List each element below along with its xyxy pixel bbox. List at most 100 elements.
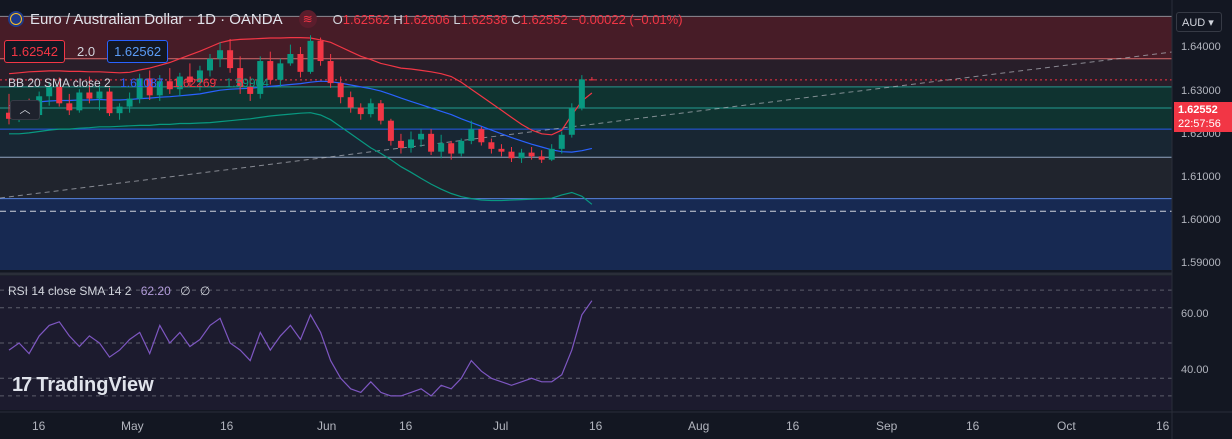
lower-neutral-zone <box>0 129 1172 158</box>
bb-legend[interactable]: BB 20 SMA close 2 1.61087 1.62269 1.5990… <box>8 76 269 90</box>
candle <box>46 82 53 106</box>
candle-body <box>86 92 93 99</box>
sell-button[interactable]: 1.62542 <box>4 40 65 63</box>
candle <box>227 38 234 73</box>
candle-body <box>307 40 314 72</box>
date-tick: 16 <box>220 419 234 433</box>
candle <box>498 144 505 157</box>
candle <box>588 77 595 81</box>
candle-body <box>498 148 505 152</box>
price-tick: 1.59000 <box>1181 257 1221 269</box>
chart-header: Euro / Australian Dollar · 1D · OANDA ≋ … <box>0 0 1172 44</box>
date-tick: 16 <box>966 419 980 433</box>
candle <box>357 103 364 120</box>
price-tick: 1.61000 <box>1181 171 1221 183</box>
candle <box>287 44 294 66</box>
candle <box>317 37 324 66</box>
ohlc-high-key: H <box>393 11 403 27</box>
upper-neutral-zone <box>0 58 1172 87</box>
indicator-menu-icon[interactable]: ≋ <box>298 10 317 28</box>
rsi-line <box>8 300 593 397</box>
candle <box>387 118 394 146</box>
candle-body <box>397 140 404 148</box>
zone-layer <box>0 16 1172 410</box>
candle-body <box>166 81 173 90</box>
candle-body <box>418 133 425 140</box>
candle-body <box>46 86 53 97</box>
rsi-label: RSI 14 close SMA 14 2 <box>8 284 132 298</box>
candle <box>518 148 525 163</box>
date-tick: Sep <box>876 419 898 433</box>
candle-body <box>508 151 515 159</box>
candle <box>367 98 374 118</box>
candle <box>558 131 565 154</box>
bar-countdown: 22:57:56 <box>1178 118 1221 130</box>
candle <box>458 138 465 157</box>
candle <box>508 146 515 162</box>
candle-body <box>588 79 595 81</box>
candle-body <box>337 83 344 98</box>
candle-body <box>558 134 565 149</box>
currency-selector[interactable]: AUD ▾ <box>1176 12 1222 32</box>
candle-body <box>408 139 414 148</box>
last-price: 1.62552 <box>1178 104 1218 116</box>
candle-body <box>66 103 73 111</box>
symbol-flag-icon <box>8 11 24 27</box>
candle <box>166 68 173 94</box>
symbol-title[interactable]: Euro / Australian Dollar · 1D · OANDA <box>30 10 283 28</box>
candle <box>56 77 63 107</box>
candle-body <box>438 143 445 152</box>
date-tick: Jun <box>317 419 337 433</box>
candle-body <box>257 61 264 94</box>
bb-lower-line <box>9 112 593 205</box>
ohlc-change: −0.00022 (−0.01%) <box>571 11 683 27</box>
tradingview-logo[interactable]: 17 TradingView <box>12 374 154 397</box>
last-price-tag: 1.62552 22:57:56 <box>1174 102 1232 132</box>
candle <box>538 150 545 163</box>
trade-panel: 1.62542 2.0 1.62562 <box>4 40 169 63</box>
candle <box>408 131 414 153</box>
buy-button[interactable]: 1.62562 <box>107 40 169 63</box>
currency-label: AUD <box>1182 17 1206 29</box>
candle <box>307 35 314 74</box>
candle-body <box>126 98 133 107</box>
candle <box>146 70 153 101</box>
legend-row: Euro / Australian Dollar · 1D · OANDA ≋ … <box>8 10 683 28</box>
candle <box>528 146 535 160</box>
candle-body <box>387 120 394 141</box>
logo-text: TradingView <box>36 374 154 396</box>
candle-body <box>528 152 535 157</box>
candle-body <box>156 81 163 96</box>
collapse-legend-button[interactable]: ︿ <box>10 100 40 120</box>
candle <box>6 93 12 125</box>
candle-body <box>267 61 274 80</box>
price-tick: 1.60000 <box>1181 214 1221 226</box>
candle-body <box>56 86 63 104</box>
candle-body <box>548 148 555 160</box>
rsi-value: 62.20 <box>140 284 171 298</box>
candle-body <box>116 106 123 114</box>
candle-body <box>207 58 213 71</box>
candle <box>96 84 103 111</box>
tradingview-logo-icon: 17 <box>12 374 32 396</box>
candle-body <box>347 97 354 108</box>
candle <box>277 58 284 87</box>
candle-body <box>247 86 254 94</box>
candle <box>347 91 354 113</box>
bb-basis-line <box>8 80 593 153</box>
candle-body <box>146 78 153 96</box>
candle <box>176 72 183 97</box>
date-tick: May <box>121 419 144 433</box>
date-tick: Oct <box>1057 419 1076 433</box>
candle-body <box>186 76 193 83</box>
rsi-legend[interactable]: RSI 14 close SMA 14 2 62.20 ∅ ∅ <box>8 284 210 298</box>
price-tick: 1.64000 <box>1181 41 1221 53</box>
candle-body <box>297 54 304 72</box>
candle <box>247 76 254 101</box>
rsi-extra-1: ∅ <box>180 284 191 298</box>
candle-body <box>518 152 525 159</box>
candle-body <box>568 108 575 135</box>
candle-body <box>578 79 585 108</box>
